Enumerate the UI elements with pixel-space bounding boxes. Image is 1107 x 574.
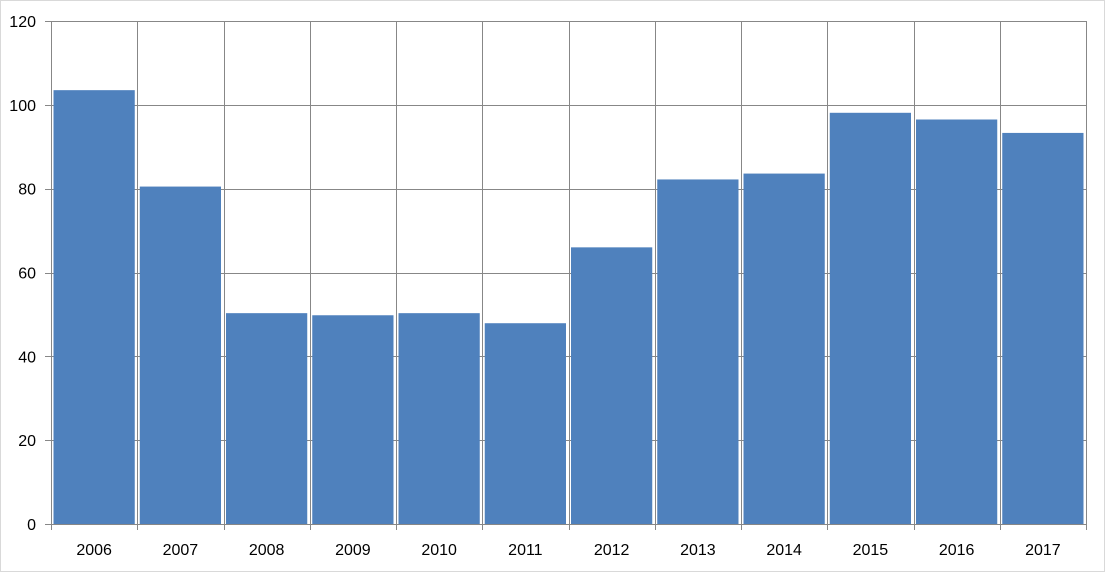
y-tick-label: 20 xyxy=(18,433,36,450)
bar-2007 xyxy=(139,186,221,524)
bar-2011 xyxy=(484,323,566,524)
x-tick-label: 2013 xyxy=(680,542,716,559)
bar-2017 xyxy=(1002,132,1084,525)
axes xyxy=(45,21,1087,530)
x-tick-label: 2012 xyxy=(594,542,630,559)
y-tick-label: 100 xyxy=(9,98,36,115)
x-tick-label: 2016 xyxy=(939,542,975,559)
bar-2014 xyxy=(743,173,825,524)
bar-2013 xyxy=(657,179,739,524)
x-tick-label: 2017 xyxy=(1025,542,1061,559)
x-tick-label: 2011 xyxy=(508,542,543,559)
x-tick-label: 2009 xyxy=(335,542,371,559)
bar-2010 xyxy=(398,313,480,524)
bar-2009 xyxy=(312,315,394,524)
x-tick-label: 2008 xyxy=(249,542,285,559)
x-axis-tick-labels: 2006 2007 2008 2009 2010 2011 2012 2013 2014 2015… xyxy=(76,542,1060,559)
x-tick-label: 2015 xyxy=(853,542,889,559)
x-tick-label: 2010 xyxy=(421,542,457,559)
bar-2006 xyxy=(53,90,135,524)
bars xyxy=(53,90,1084,525)
y-tick-label: 60 xyxy=(18,266,36,283)
y-tick-label: 40 xyxy=(18,349,36,366)
x-tick-label: 2006 xyxy=(76,542,112,559)
y-tick-label: 120 xyxy=(9,14,36,31)
bar-2012 xyxy=(571,247,653,524)
bar-2008 xyxy=(226,313,308,524)
y-tick-label: 80 xyxy=(18,182,36,199)
x-tick-label: 2014 xyxy=(766,542,802,559)
bar-2016 xyxy=(916,119,998,525)
bar-2015 xyxy=(829,112,911,525)
x-tick-label: 2007 xyxy=(163,542,199,559)
y-tick-label: 0 xyxy=(27,517,36,534)
grid-lines xyxy=(51,21,1087,524)
y-axis-tick-labels: 0 20 40 60 80 100 120 xyxy=(9,14,36,534)
